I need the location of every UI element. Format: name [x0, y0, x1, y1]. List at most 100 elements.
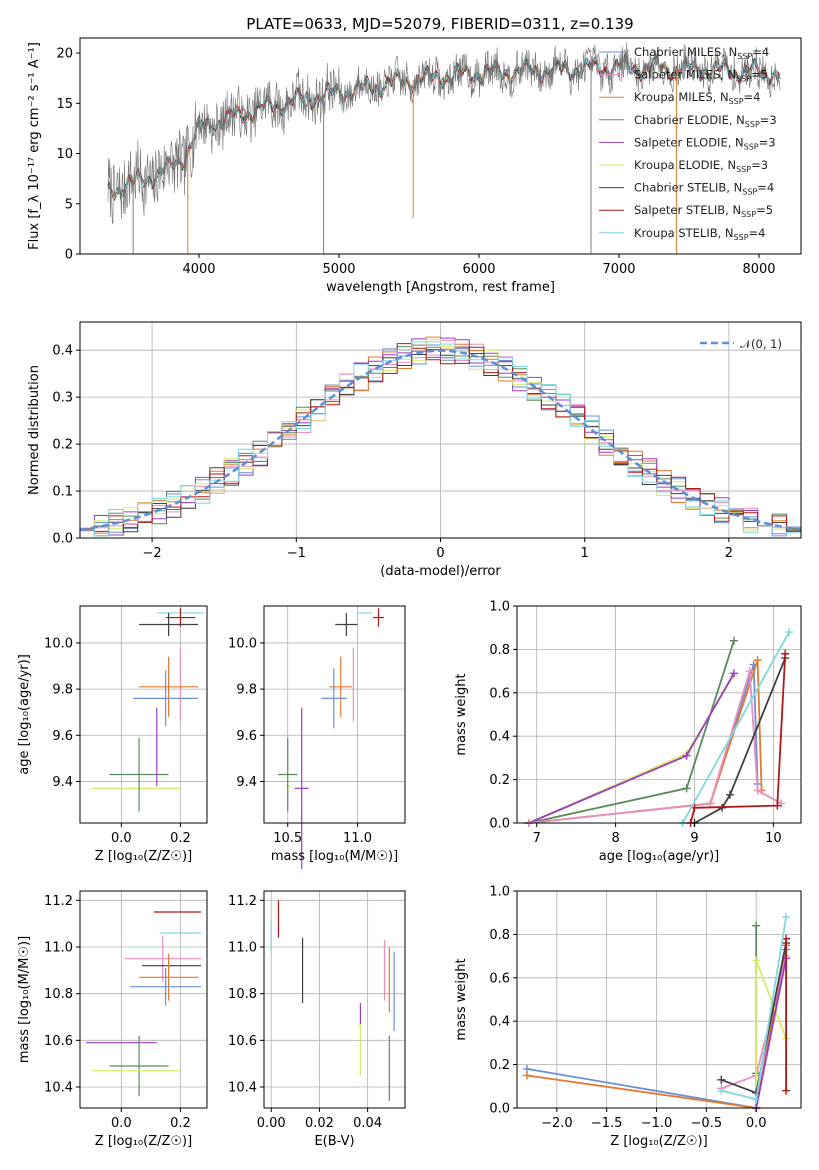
massweight_vs_age-x-tick-label: 10	[765, 831, 782, 846]
massweight_vs_age-line-chabrier_stelib	[694, 657, 787, 824]
residuals-y-tick-label: 0.4	[52, 344, 73, 359]
massweight_vs_z-y-tick-label: 0.8	[489, 928, 510, 943]
mass_vs_z-y-tick-label: 10.4	[44, 1081, 73, 1096]
spectrum-frame	[79, 37, 802, 255]
age_vs_mass-point-chabrier_stelib	[335, 612, 358, 637]
spectrum-y-tick-label: 5	[65, 197, 73, 212]
massweight_vs_age-marker-salpeter_stelib	[773, 801, 782, 810]
residuals-y-tick-label: 0.1	[52, 485, 73, 500]
residual-hist-chabrier_stelib	[80, 346, 801, 533]
panel-residuals: −2 −1 0 1 2 0.0 0.1 0.2 0.3 0.4 (data-model)/error…	[27, 321, 802, 579]
spectrum-y-tick-label: 10	[56, 147, 73, 162]
massweight_vs_age-x-tick-label: 8	[611, 831, 619, 846]
age_vs_mass-point-salpeter_stelib	[372, 608, 385, 627]
spectrum-x-axis-label: wavelength [Angstrom, rest frame]	[326, 280, 555, 295]
massweight_vs_age-marker-salpeter_stelib	[781, 649, 790, 658]
residuals-y-axis-label: Normed distribution	[27, 365, 42, 495]
legend-label-kroupa_elodie: Kroupa ELODIE, NSSP=3	[634, 158, 768, 174]
age_vs_z-frame	[79, 605, 208, 824]
mass_vs_z-point-chabrier_miles	[130, 968, 202, 1006]
panel-massweight_vs_z: −2.0 −1.5 −1.0 −0.5 0.0 0.0 0.2 0.4 0.6 0.8 1.0 Z […	[454, 885, 802, 1149]
mass_vs_z-point-chabrier_elodie	[109, 1035, 169, 1097]
mass_vs_z-y-tick-label: 10.8	[44, 987, 73, 1002]
age_vs_z-y-tick-label: 9.8	[52, 683, 73, 698]
massweight_vs_age-y-tick-label: 0.6	[489, 686, 510, 701]
residuals-x-tick-label: 1	[581, 546, 589, 561]
massweight_vs_z-y-tick-label: 0.6	[489, 971, 510, 986]
age_vs_z-point-chabrier_elodie	[109, 737, 169, 812]
massweight_vs_age-x-tick-label: 9	[690, 831, 698, 846]
age_vs_z-point-chabrier_miles	[133, 670, 199, 727]
residuals-legend-label: 𝒩(0, 1)	[740, 337, 782, 351]
mass_vs_ebv-x-axis-label: E(B-V)	[314, 1134, 354, 1149]
residuals-y-tick-label: 0.2	[52, 438, 73, 453]
massweight_vs_age-marker-kroupa_miles	[753, 656, 762, 665]
mass_vs_z-point-kroupa_miles	[139, 954, 199, 1001]
age_vs_mass-y-tick-label: 9.6	[236, 729, 257, 744]
panel-mass_vs_z: 0.0 0.2 10.4 10.6 10.8 11.0 11.2 Z [log₁₀(Z/Z☉)…	[17, 890, 208, 1149]
massweight_vs_z-y-tick-label: 0.2	[489, 1058, 510, 1073]
spectrum-y-tick-label: 15	[56, 97, 73, 112]
massweight_vs_age-marker-chabrier_stelib	[726, 790, 734, 799]
massweight_vs_age-frame	[516, 605, 802, 824]
residuals-x-tick-label: 0	[436, 546, 444, 561]
age_vs_mass-y-tick-label: 10.0	[228, 636, 257, 651]
age_vs_z-y-axis-label: age [log₁₀(age/yr)]	[17, 654, 32, 775]
residuals-x-tick-label: 2	[725, 546, 733, 561]
spectrum-y-axis-label: Flux [f_λ 10⁻¹⁷ erg cm⁻² s⁻¹ A⁻¹]	[27, 42, 42, 250]
residuals-y-tick-label: 0.0	[52, 532, 73, 547]
residuals-x-axis-label: (data-model)/error	[380, 564, 501, 579]
mass_vs_ebv-y-tick-label: 10.4	[228, 1081, 257, 1096]
massweight_vs_z-marker-kroupa_stelib	[717, 1086, 726, 1095]
residual-hist-salpeter_elodie	[80, 337, 801, 537]
spectrum-y-tick-label: 0	[65, 248, 73, 263]
age_vs_z-point-salpeter_stelib	[165, 608, 196, 627]
spectrum-x-tick-label: 8000	[742, 262, 775, 277]
legend-label-salpeter_elodie: Salpeter ELODIE, NSSP=3	[634, 135, 776, 151]
mass_vs_ebv-x-tick-label: 0.00	[257, 1116, 286, 1131]
massweight_vs_z-marker-kroupa_elodie	[752, 956, 761, 965]
age_vs_mass-x-axis-label: mass [log₁₀(M/M☉)]	[271, 849, 398, 864]
massweight_vs_age-y-tick-label: 0.0	[489, 817, 510, 832]
age_vs_mass-x-tick-label: 10.5	[273, 831, 302, 846]
age_vs_mass-point-chabrier_elodie	[277, 737, 298, 812]
spectrum-legend: Chabrier MILES, NSSP=4 Salpeter MILES, NS…	[599, 45, 777, 242]
massweight_vs_age-marker-chabrier_elodie	[729, 636, 738, 645]
residuals-x-tick-label: −2	[143, 546, 162, 561]
age_vs_mass-x-tick-label: 11.0	[343, 831, 372, 846]
spectrum-observed	[107, 42, 781, 224]
massweight_vs_z-marker-kroupa_stelib	[782, 913, 791, 922]
spectrum-x-tick-label: 7000	[602, 262, 635, 277]
massweight_vs_age-marker-salpeter_miles	[706, 799, 715, 808]
massweight_vs_z-y-tick-label: 0.0	[489, 1102, 510, 1117]
massweight_vs_z-x-axis-label: Z [log₁₀(Z/Z☉)]	[610, 1134, 707, 1149]
massweight_vs_age-y-axis-label: mass weight	[454, 673, 469, 755]
panel-age_vs_mass: 10.5 11.0 9.4 9.6 9.8 10.0 mass [log₁₀(M/M☉)]	[228, 605, 406, 870]
massweight_vs_age-x-tick-label: 7	[533, 831, 541, 846]
massweight_vs_age-marker-chabrier_elodie	[682, 784, 691, 793]
age_vs_z-y-tick-label: 9.4	[52, 775, 73, 790]
massweight_vs_age-marker-salpeter_miles	[753, 786, 762, 795]
mass_vs_ebv-x-tick-label: 0.04	[353, 1116, 382, 1131]
age_vs_z-x-axis-label: Z [log₁₀(Z/Z☉)]	[95, 849, 192, 864]
mass_vs_ebv-y-tick-label: 10.8	[228, 987, 257, 1002]
age_vs_z-point-kroupa_miles	[139, 656, 199, 717]
massweight_vs_z-marker-salpeter_stelib	[782, 1086, 791, 1095]
massweight_vs_z-x-tick-label: −0.5	[691, 1116, 723, 1131]
age_vs_z-point-chabrier_stelib	[139, 612, 199, 637]
spectrum-x-tick-label: 4000	[182, 262, 215, 277]
legend-label-salpeter_miles: Salpeter MILES, NSSP=5	[634, 68, 768, 84]
spectrum-y-tick-label: 20	[56, 47, 73, 62]
mass_vs_z-frame	[79, 890, 208, 1109]
massweight_vs_age-y-tick-label: 0.4	[489, 730, 510, 745]
mass_vs_z-x-axis-label: Z [log₁₀(Z/Z☉)]	[95, 1134, 192, 1149]
massweight_vs_z-x-tick-label: −2.0	[541, 1116, 573, 1131]
mass_vs_ebv-y-tick-label: 11.0	[228, 941, 257, 956]
massweight_vs_age-marker-salpeter_elodie	[729, 669, 738, 678]
figure-title: PLATE=0633, MJD=52079, FIBERID=0311, z=0…	[246, 15, 633, 33]
age_vs_mass-point-chabrier_miles	[321, 668, 347, 729]
massweight_vs_z-x-tick-label: −1.0	[641, 1116, 673, 1131]
mass_vs_ebv-y-tick-label: 10.6	[228, 1034, 257, 1049]
